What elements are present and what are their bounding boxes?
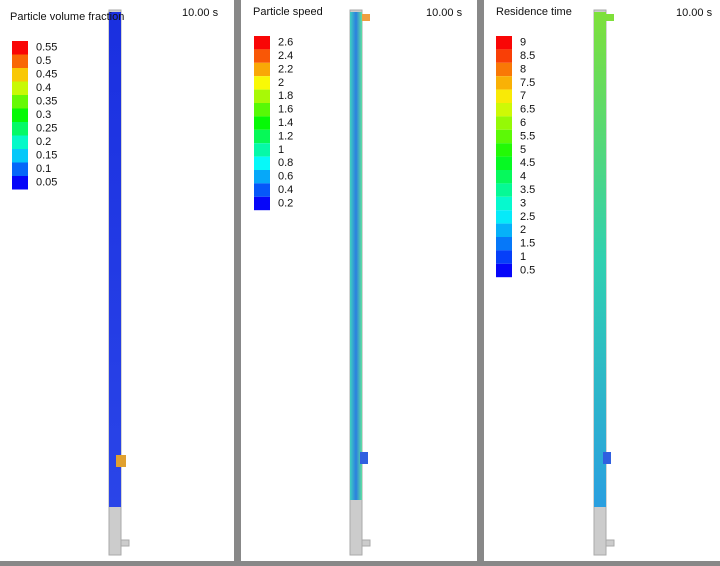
legend-swatch [496,116,512,130]
legend-swatch [254,129,270,144]
legend-label: 3.5 [520,184,535,196]
legend-label: 0.1 [36,163,51,175]
legend-label: 0.45 [36,69,57,81]
legend-swatch [496,62,512,77]
legend-swatch [496,76,512,90]
legend-swatch [12,95,28,109]
legend-label: 1.8 [278,90,293,102]
legend-swatch [496,183,512,197]
time-label: 10.00 s [676,7,713,19]
legend-label: 0.2 [36,136,51,148]
legend-swatch [254,196,270,211]
legend-label: 0.15 [36,150,57,162]
legend-swatch [496,129,512,144]
time-label: 10.00 s [182,7,219,19]
legend-label: 8 [520,63,526,75]
legend-label: 2 [278,77,284,89]
legend-swatch [12,149,28,163]
legend-swatch [12,108,28,122]
legend-swatch [254,116,270,130]
legend-label: 1 [278,144,284,156]
legend-swatch [496,143,512,157]
legend-swatch [254,36,270,50]
legend-label: 2.6 [278,37,293,49]
legend-swatch [12,162,28,176]
legend-swatch [254,170,270,184]
legend-swatch [254,62,270,77]
legend-swatch [496,210,512,224]
legend-swatch [496,196,512,211]
legend-label: 0.6 [278,171,293,183]
legend-swatch [254,156,270,170]
legend-swatch [12,68,28,82]
legend-label: 6 [520,117,526,129]
legend-label: 5.5 [520,130,535,142]
pipe [108,9,130,556]
legend-label: 0.5 [36,55,51,67]
legend-swatch [496,49,512,63]
panel-title: Residence time [496,6,572,18]
legend-label: 4.5 [520,157,535,169]
legend-swatch [496,36,512,50]
legend-swatch [254,183,270,197]
panel-title: Particle speed [253,6,323,18]
legend-label: 0.8 [278,157,293,169]
legend-swatch [12,81,28,95]
legend-swatch [496,156,512,170]
legend-label: 5 [520,144,526,156]
legend-swatch [496,250,512,264]
legend-swatch [254,143,270,157]
pipe [349,9,371,556]
legend-label: 1.6 [278,104,293,116]
pipe [593,9,615,556]
legend-swatch [12,122,28,136]
legend-swatch [496,237,512,251]
legend-label: 2.2 [278,63,293,75]
legend-label: 4 [520,171,526,183]
time-label: 10.00 s [426,7,463,19]
legend-swatch [496,223,512,237]
legend-swatch [496,263,512,278]
legend-swatch [496,89,512,103]
legend-label: 1.4 [278,117,293,129]
legend-label: 0.25 [36,123,57,135]
legend-label: 0.2 [278,197,293,209]
legend-label: 0.35 [36,96,57,108]
legend-label: 8.5 [520,50,535,62]
panel-title: Particle volume fraction [10,11,124,23]
legend-label: 6.5 [520,104,535,116]
legend-swatch [254,89,270,103]
legend-label: 0.4 [278,184,293,196]
legend-label: 7.5 [520,77,535,89]
legend-label: 7 [520,90,526,102]
legend-label: 0.05 [36,177,57,189]
legend-label: 9 [520,37,526,49]
legend-label: 1 [520,251,526,263]
legend-label: 0.4 [36,82,51,94]
legend-label: 1.2 [278,130,293,142]
legend-swatch [12,41,28,55]
legend-label: 3 [520,197,526,209]
legend-swatch [254,76,270,90]
legend-label: 0.3 [36,109,51,121]
legend-label: 0.55 [36,42,57,54]
legend-label: 1.5 [520,238,535,250]
legend-swatch [254,103,270,117]
legend-label: 2.5 [520,211,535,223]
legend-swatch [254,49,270,63]
legend-label: 0.5 [520,264,535,276]
legend-swatch [12,135,28,149]
legend-swatch [496,103,512,117]
legend-swatch [12,54,28,68]
legend-swatch [496,170,512,184]
legend-label: 2.4 [278,50,293,62]
legend-label: 2 [520,224,526,236]
legend-swatch [12,176,28,190]
